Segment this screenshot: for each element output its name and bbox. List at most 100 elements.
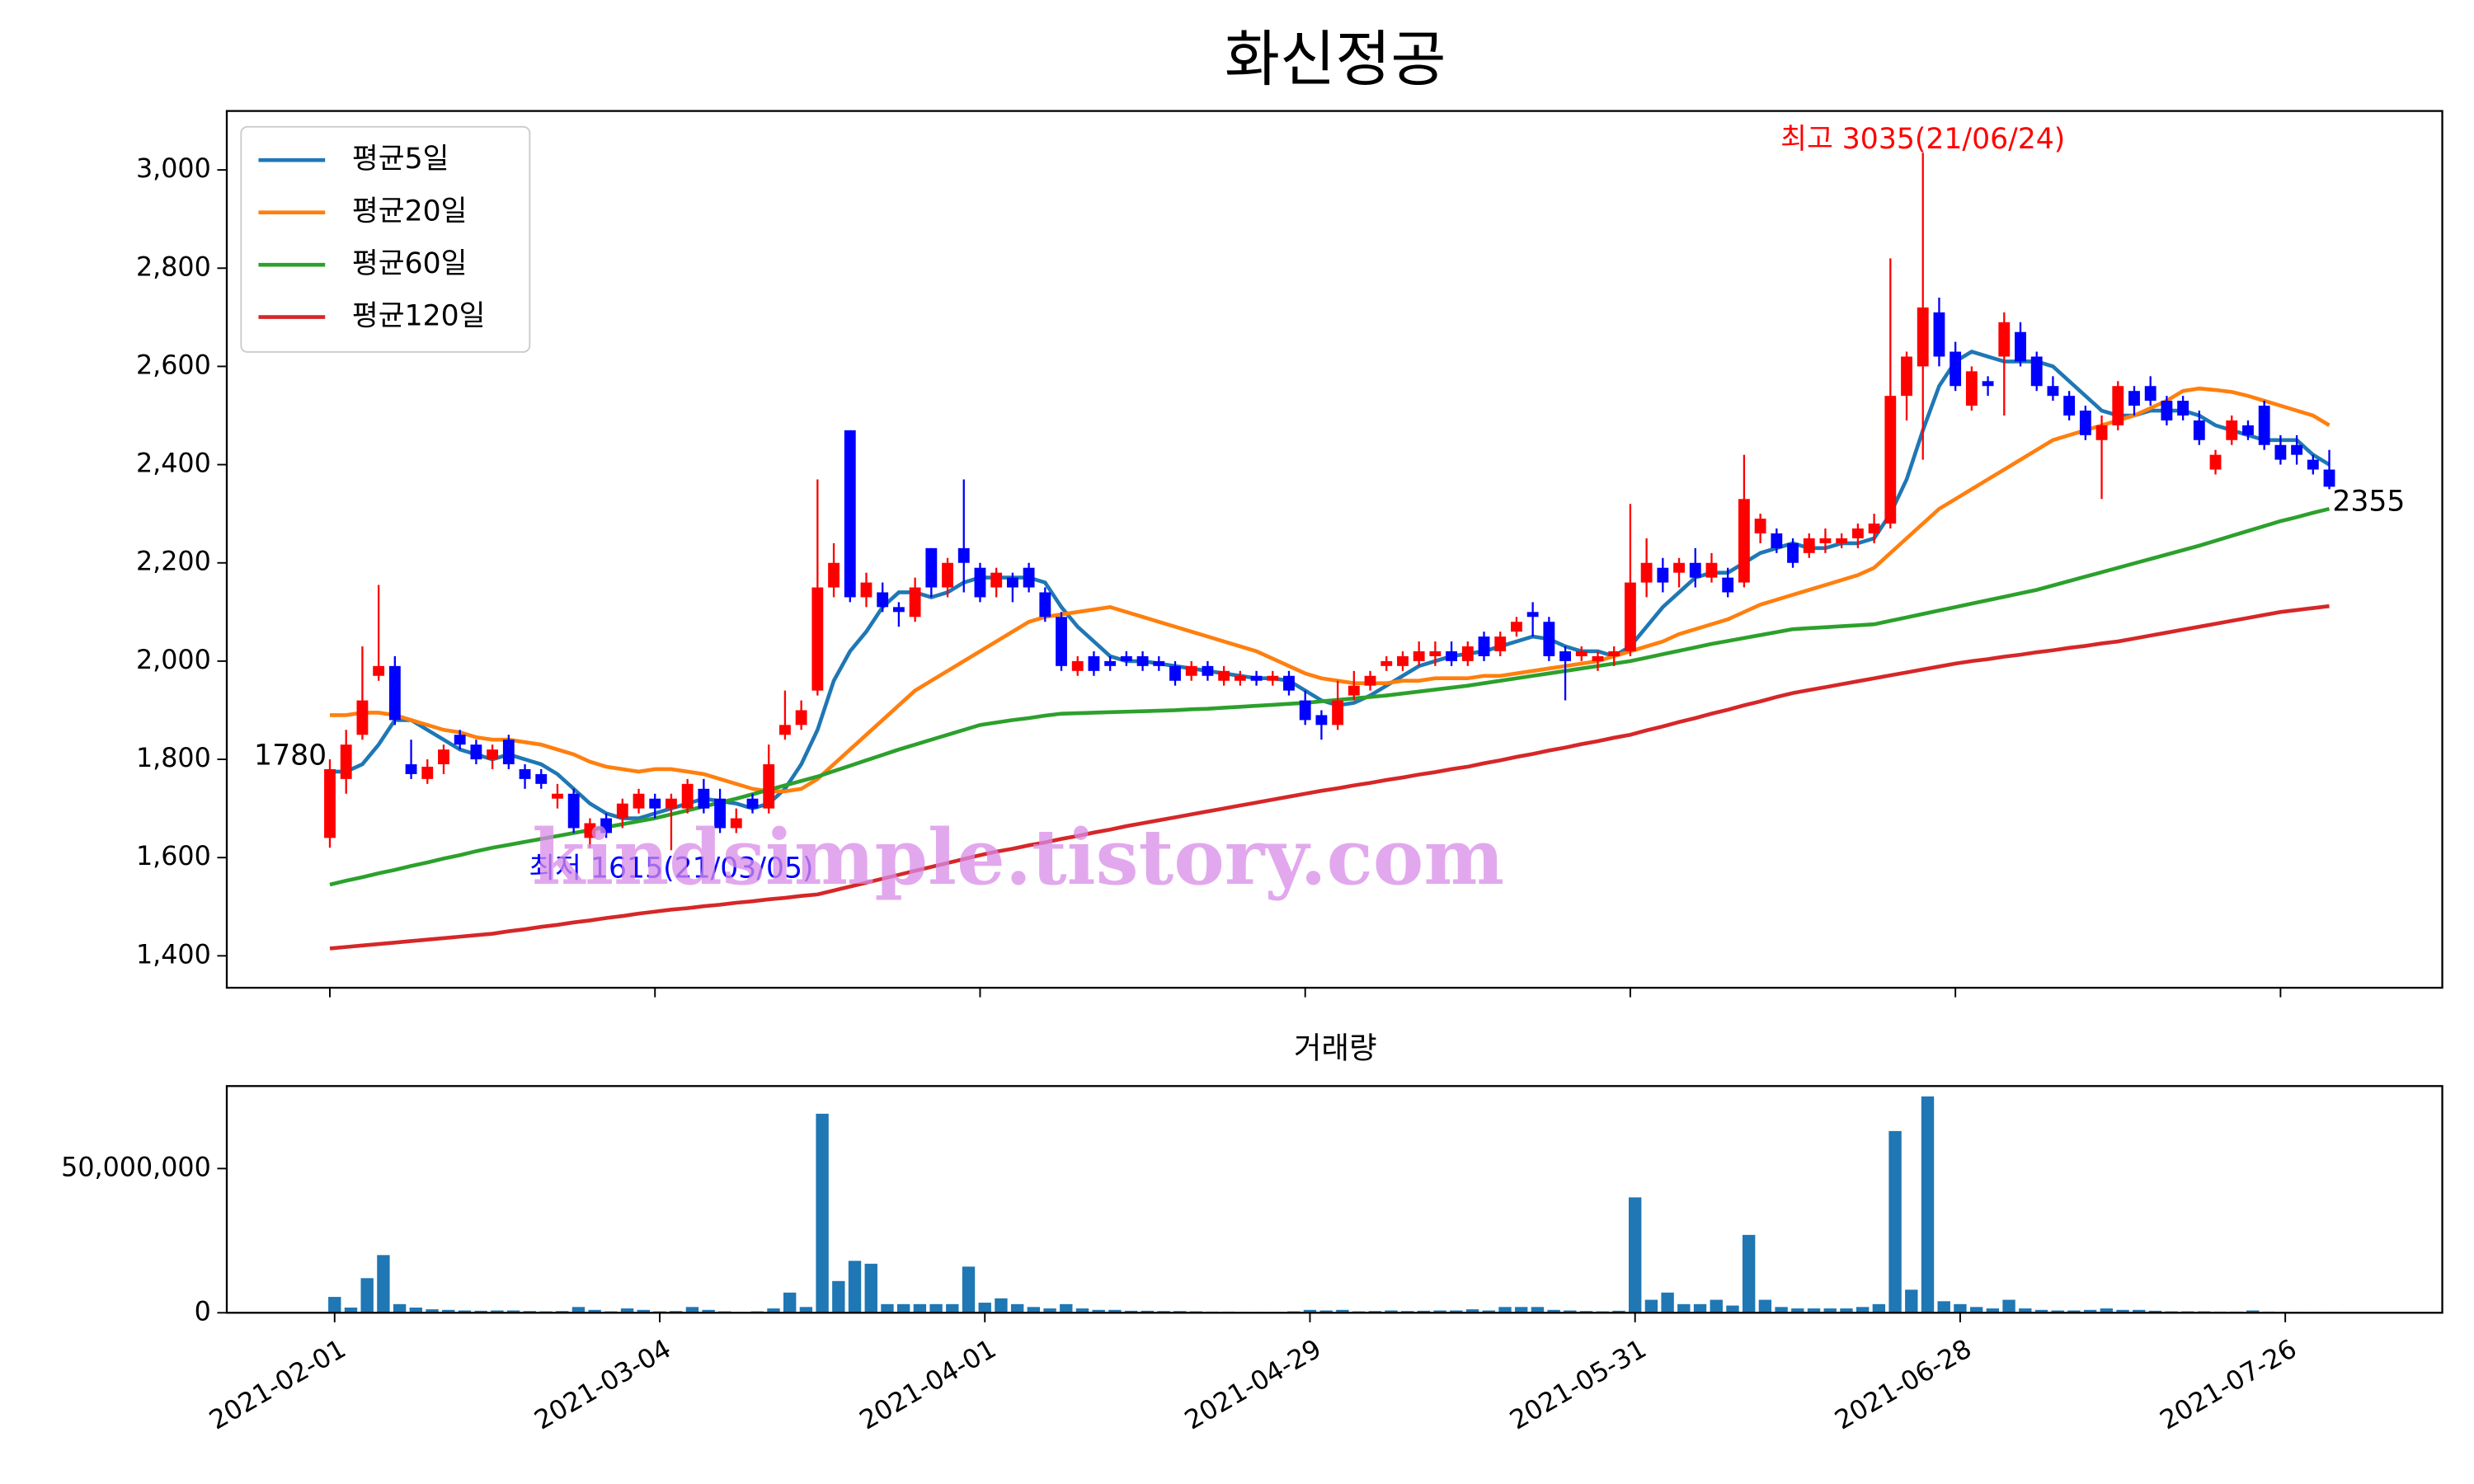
candle-body	[1933, 312, 1945, 357]
candle-body	[1429, 650, 1442, 656]
candle-body	[633, 793, 645, 809]
volume-bar	[1661, 1292, 1674, 1313]
volume-bar	[1726, 1305, 1739, 1313]
volume-bar	[1010, 1303, 1024, 1313]
candle-body	[1575, 650, 1587, 656]
volume-bar	[816, 1113, 829, 1313]
legend-label: 평균60일	[352, 247, 468, 280]
volume-bar	[685, 1307, 699, 1313]
volume-bar	[946, 1303, 959, 1313]
volume-bar	[2051, 1310, 2064, 1313]
candle-body	[1348, 685, 1360, 696]
candle-body	[1884, 396, 1897, 524]
candle-body	[1673, 562, 1685, 573]
candle-body	[860, 582, 872, 598]
candle-body	[454, 735, 466, 745]
volume-bar	[360, 1278, 374, 1313]
candle-body	[502, 740, 515, 764]
volume-bar	[474, 1310, 487, 1313]
volume-bar	[491, 1310, 504, 1313]
y-tick-label: 3,000	[136, 154, 211, 184]
y-tick-label: 1,800	[136, 744, 211, 773]
candle-body	[584, 823, 596, 838]
candle-body	[1901, 356, 1912, 397]
candle-body	[1380, 660, 1393, 666]
volume-bar	[1515, 1307, 1528, 1313]
candle-body	[666, 798, 677, 809]
legend-label: 평균120일	[352, 300, 486, 333]
candle-body	[388, 665, 401, 721]
moving-average-line	[330, 386, 2331, 794]
candle-body	[909, 587, 921, 618]
candle-body	[1006, 577, 1018, 588]
candle-body	[1267, 675, 1279, 681]
candle-body	[2128, 391, 2140, 406]
volume-title: 거래량	[1294, 1031, 1377, 1066]
candle-body	[1559, 650, 1572, 661]
volume-bar	[1547, 1309, 1560, 1313]
candle-body	[828, 562, 840, 588]
volume-bar	[1124, 1310, 1138, 1313]
candle-body	[1056, 617, 1067, 666]
candle-body	[1722, 577, 1734, 593]
candle-body	[1494, 636, 1507, 651]
y-tick-label: 2,200	[136, 547, 211, 577]
candle-body	[1446, 650, 1458, 661]
volume-bar	[1336, 1309, 1349, 1313]
candle-body	[487, 749, 499, 760]
volume-bar	[1108, 1309, 1122, 1313]
volume-bar	[702, 1309, 715, 1313]
candle-body	[2095, 425, 2108, 440]
volume-bar	[2148, 1310, 2162, 1313]
volume-bar	[2133, 1309, 2146, 1313]
volume-bar	[2019, 1308, 2032, 1313]
volume-bar	[620, 1308, 634, 1313]
moving-average-line	[329, 603, 2330, 951]
y-tick-label: 1,400	[136, 940, 211, 970]
candle-body	[535, 773, 548, 784]
volume-bar	[506, 1310, 520, 1313]
candle-body	[1299, 700, 1311, 721]
chart-title: 화신정공	[1225, 25, 1446, 95]
legend-label: 평균20일	[352, 195, 468, 228]
volume-bar	[328, 1297, 341, 1313]
volume-bar	[1027, 1307, 1041, 1313]
volume-bar	[571, 1307, 586, 1313]
candle-body	[356, 700, 369, 735]
volume-bar	[1498, 1307, 1512, 1313]
start-close-label: 1780	[254, 740, 327, 773]
candle-body	[2030, 356, 2043, 387]
candle-body	[730, 818, 742, 829]
candle-body	[990, 572, 1003, 588]
candle-body	[1982, 381, 1994, 387]
candle-body	[844, 430, 856, 598]
volume-bar	[896, 1303, 910, 1313]
volume-bar	[2116, 1309, 2129, 1313]
volume-bar	[2067, 1310, 2081, 1313]
volume-bar	[1758, 1299, 1772, 1313]
candle-body	[779, 725, 791, 735]
volume-bar	[1043, 1308, 1056, 1313]
volume-bar	[995, 1298, 1008, 1313]
candle-body	[1950, 351, 1962, 387]
volume-bar	[1303, 1309, 1317, 1313]
y-tick-label: 2,800	[136, 252, 211, 282]
volume-bar	[1319, 1310, 1333, 1313]
volume-bar	[2034, 1309, 2048, 1313]
volume-bar	[913, 1303, 927, 1313]
volume-bar	[1693, 1303, 1707, 1313]
volume-bar	[1433, 1310, 1446, 1313]
y-tick-label: 2,400	[136, 449, 211, 479]
candle-body	[1592, 655, 1604, 661]
candle-body	[2177, 401, 2189, 416]
volume-bar	[1092, 1309, 1105, 1313]
candle-body	[1461, 646, 1474, 661]
candle-body	[1478, 636, 1490, 656]
candle-body	[957, 547, 970, 563]
volume-bar	[1872, 1303, 1886, 1313]
candle-body	[1917, 307, 1929, 367]
candle-body	[942, 562, 953, 588]
candle-body	[1315, 715, 1328, 726]
candle-body	[2258, 406, 2270, 445]
